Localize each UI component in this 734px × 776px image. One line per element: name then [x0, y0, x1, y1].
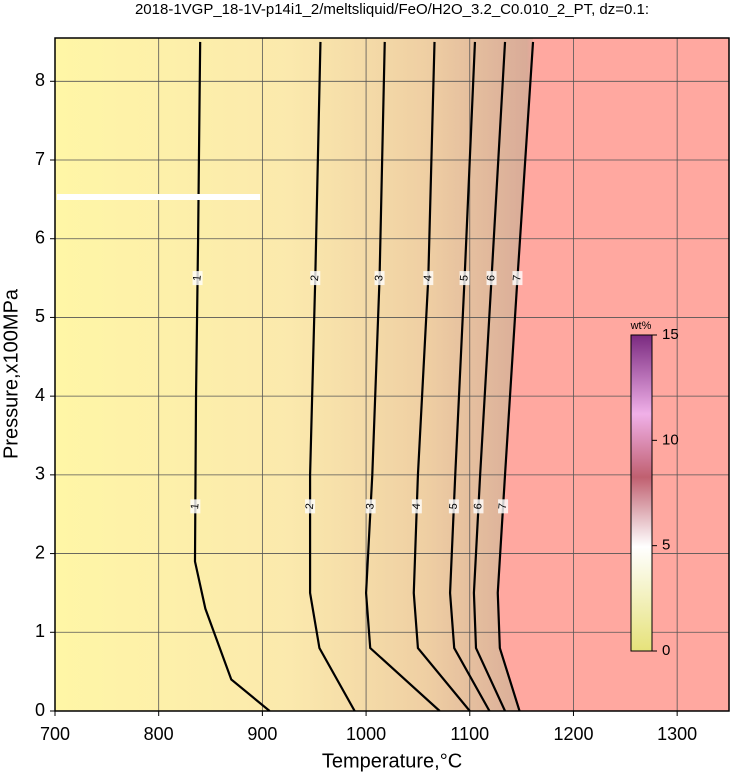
contour-label-bg: [192, 271, 203, 286]
x-tick-label: 1200: [553, 724, 593, 744]
x-tick-label: 800: [144, 724, 174, 744]
contour-label: 4: [422, 274, 434, 281]
contour-label-bg: [423, 271, 434, 286]
contour-line: [448, 41, 491, 711]
contour-label: 6: [485, 274, 497, 281]
plot-area: 1 1 2 2 3 3 4 4 5 5 6 6 7 7: [55, 38, 729, 711]
colorbar-tick-label: 5: [662, 537, 670, 554]
contour-line: [364, 41, 441, 711]
contour-line: [412, 41, 471, 711]
colorbar-tick-label: 10: [662, 431, 679, 448]
contour-label-bg: [411, 499, 422, 514]
y-tick-label: 2: [35, 542, 45, 562]
y-tick-label: 4: [35, 385, 45, 405]
y-tick-label: 1: [35, 621, 45, 641]
y-tick-label: 7: [35, 149, 45, 169]
x-tick-label: 900: [247, 724, 277, 744]
contour-label-bg: [498, 499, 509, 514]
contour-label: 3: [373, 274, 385, 281]
x-tick-label: 1300: [657, 724, 697, 744]
colorbar: [630, 334, 653, 652]
contour-line: [472, 41, 507, 711]
x-tick-label: 1100: [450, 724, 489, 744]
y-tick-label: 8: [35, 70, 45, 90]
contour-label-bg: [365, 499, 376, 514]
contour-label-bg: [459, 271, 470, 286]
colorbar-tick-label: 15: [662, 326, 679, 343]
contour-line: [308, 41, 356, 711]
y-axis-label: Pressure,x100MPa: [0, 288, 22, 459]
chart-title: 2018-1VGP_18-1V-p14i1_2/meltsliquid/FeO/…: [135, 1, 649, 18]
saturated-region: [497, 38, 729, 711]
contour-label: 2: [309, 274, 321, 281]
contour-label-bg: [473, 499, 484, 514]
contour-label: 1: [189, 503, 201, 510]
colorbar-tick-label: 0: [662, 642, 670, 659]
contour-label: 7: [497, 503, 509, 510]
y-tick-label: 5: [35, 306, 45, 326]
contour-label-bg: [310, 271, 321, 286]
contour-label: 6: [472, 503, 484, 510]
y-tick-label: 6: [35, 227, 45, 247]
contour-label-bg: [305, 499, 316, 514]
contour-line: [193, 41, 271, 711]
contour-label: 3: [364, 503, 376, 510]
contour-line: [496, 41, 535, 711]
contour-label-bg: [374, 271, 385, 286]
x-axis-label: Temperature,°C: [322, 750, 462, 772]
contour-label: 5: [448, 503, 460, 510]
colorbar-label: wt%: [630, 320, 652, 332]
contour-label: 7: [511, 274, 523, 281]
contour-label-bg: [486, 271, 497, 286]
contour-label: 5: [458, 274, 470, 281]
contour-label: 2: [304, 503, 316, 510]
x-tick-label: 700: [40, 724, 70, 744]
contour-label-bg: [190, 499, 201, 514]
contour-label: 4: [410, 503, 422, 510]
x-tick-label: 1000: [346, 724, 386, 744]
y-tick-label: 3: [35, 464, 45, 484]
contour-label-bg: [448, 499, 459, 514]
contour-label-bg: [512, 271, 523, 286]
contour-label: 1: [191, 274, 203, 281]
y-tick-label: 0: [35, 700, 45, 720]
plot-frame: [54, 37, 730, 712]
